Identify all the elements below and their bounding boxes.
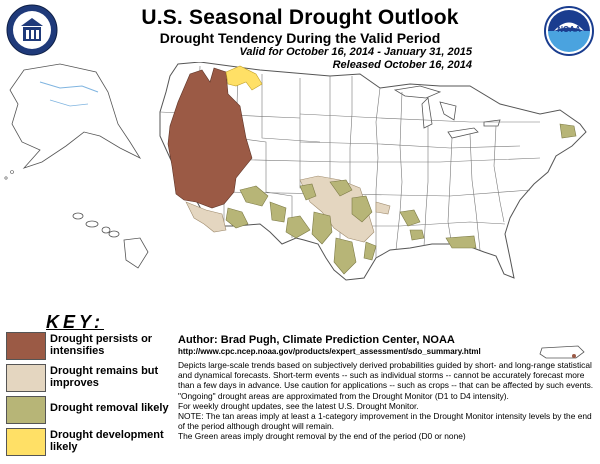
legend-label-persists: Drought persists or intensifies	[50, 333, 153, 357]
usda-seal-icon	[6, 4, 58, 56]
page-subtitle: Drought Tendency During the Valid Period	[159, 30, 441, 46]
alaska-outline	[9, 63, 142, 169]
noaa-logo-icon: NOAA	[544, 6, 594, 56]
drought-improves-areas	[185, 175, 391, 243]
legend-label-improves: Drought remains but improves	[50, 365, 159, 389]
notes-paragraph: The Green areas imply drought removal by…	[178, 431, 466, 442]
notes-paragraph: Depicts large-scale trends based on subj…	[178, 360, 594, 401]
validity-dates: Valid for October 16, 2014 - January 31,…	[239, 46, 472, 72]
legend-label-removal: Drought removal likely	[50, 402, 169, 414]
notes-paragraph: For weekly drought updates, see the late…	[178, 400, 419, 411]
great-lakes	[393, 85, 501, 139]
legend-swatch-removal	[6, 396, 46, 424]
noaa-logo-text: NOAA	[557, 25, 581, 34]
legend-swatch-persists	[6, 332, 46, 360]
hawaii-outline	[72, 212, 149, 269]
drought-persists-areas	[167, 67, 253, 209]
release-date: Released October 16, 2014	[332, 59, 472, 71]
legend-swatch-development	[6, 428, 46, 456]
page-title: U.S. Seasonal Drought Outlook	[141, 6, 459, 29]
puerto-rico-inset	[538, 340, 588, 364]
valid-period: Valid for October 16, 2014 - January 31,…	[239, 46, 472, 58]
legend-swatch-improves	[6, 364, 46, 392]
notes-paragraph: NOTE: The tan areas imply at least a 1-c…	[178, 411, 592, 432]
outlook-notes: Depicts large-scale trends based on subj…	[178, 360, 596, 442]
author-credit: Author: Brad Pugh, Climate Prediction Ce…	[178, 334, 455, 346]
legend-title: KEY:	[46, 312, 105, 332]
drought-development-areas	[225, 65, 263, 91]
alaska-river	[39, 81, 99, 93]
drought-outlook-map	[4, 62, 587, 281]
summary-link[interactable]: http://www.cpc.ncep.noaa.gov/products/ex…	[178, 347, 481, 356]
legend-label-development: Drought development likely	[50, 429, 164, 453]
drought-removal-areas	[225, 123, 577, 275]
